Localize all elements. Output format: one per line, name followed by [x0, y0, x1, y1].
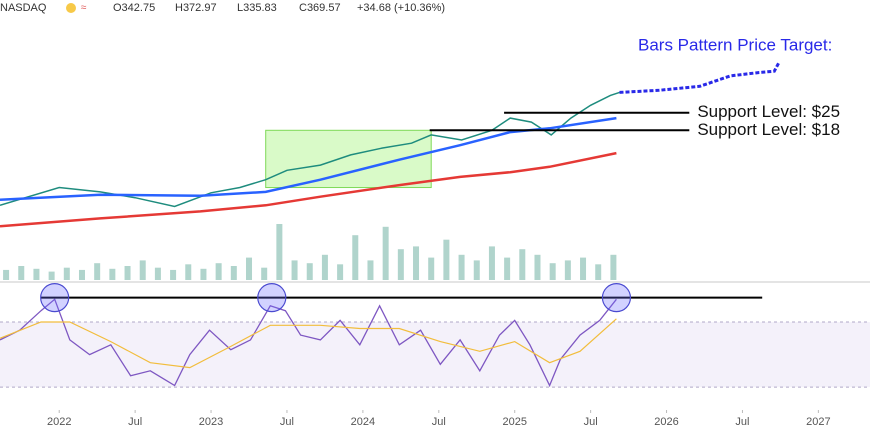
volume-bar — [458, 254, 465, 280]
volume-bar — [306, 263, 313, 280]
volume-bar — [154, 267, 161, 280]
volume-bar — [94, 263, 101, 280]
ohlc-value: L335.83 — [237, 2, 277, 14]
x-tick-label: Jul — [584, 416, 598, 428]
volume-bar — [488, 246, 495, 280]
target-label: Bars Pattern Price Target: — [638, 35, 832, 54]
rsi-highlight — [257, 283, 287, 313]
volume-bar — [413, 246, 420, 280]
volume-bar — [595, 264, 602, 280]
support-label: Support Level: $18 — [697, 120, 840, 139]
ohlc-value: H372.97 — [175, 2, 217, 14]
volume-bar — [139, 260, 146, 280]
ohlc-value: C369.57 — [299, 2, 341, 14]
volume-bar — [397, 249, 404, 280]
sun-icon — [66, 3, 76, 13]
ohlc-value: O342.75 — [113, 2, 155, 14]
volume-bar — [109, 268, 116, 280]
support-label: Support Level: $25 — [697, 102, 840, 121]
moving-average — [0, 151, 617, 228]
volume-bar — [519, 249, 526, 280]
x-tick-label: Jul — [280, 416, 294, 428]
volume-bar — [534, 254, 541, 280]
x-tick-label: Jul — [432, 416, 446, 428]
volume-bar — [443, 239, 450, 280]
volume-bar — [230, 266, 237, 280]
volume-bar — [246, 257, 253, 280]
volume-bar — [33, 268, 40, 280]
volume-bar — [504, 257, 511, 280]
rsi-highlight — [601, 283, 632, 313]
volume-bar — [276, 224, 283, 280]
wave-icon: ≈ — [81, 3, 87, 14]
rsi-average — [0, 318, 617, 369]
volume-bar — [564, 260, 571, 280]
volume-bar — [382, 226, 389, 280]
volume-bar — [321, 254, 328, 280]
volume-bar — [63, 267, 70, 280]
volume-bar — [78, 269, 85, 280]
volume-bar — [48, 271, 55, 280]
x-tick-label: 2025 — [502, 416, 526, 428]
x-tick-label: 2022 — [47, 416, 71, 428]
rsi-highlight — [40, 283, 70, 313]
x-tick-label: Jul — [128, 416, 142, 428]
volume-bar — [18, 266, 25, 280]
x-tick-label: 2027 — [806, 416, 830, 428]
x-tick-label: 2026 — [654, 416, 678, 428]
volume-bar — [549, 263, 556, 280]
volume-bar — [200, 268, 207, 280]
volume-bar — [610, 254, 617, 280]
volume-bar — [580, 257, 587, 280]
volume-bar — [337, 264, 344, 280]
volume-bar — [473, 260, 480, 280]
volume-bar — [170, 269, 177, 280]
volume-bar — [3, 269, 10, 280]
ohlc-value: +34.68 (+10.36%) — [357, 2, 445, 14]
volume-bar — [261, 267, 268, 280]
exchange-name: NASDAQ — [0, 2, 47, 14]
volume-bar — [367, 260, 374, 280]
rsi-line — [0, 298, 617, 388]
volume-bar — [428, 257, 435, 280]
x-tick-label: 2024 — [351, 416, 375, 428]
x-tick-label: Jul — [735, 416, 749, 428]
volume-bar — [291, 260, 298, 280]
volume-bar — [185, 264, 192, 280]
volume-bar — [215, 263, 222, 280]
projection-line — [619, 61, 781, 94]
volume-bar — [352, 235, 359, 280]
volume-bar — [124, 266, 131, 280]
x-tick-label: 2023 — [199, 416, 223, 428]
